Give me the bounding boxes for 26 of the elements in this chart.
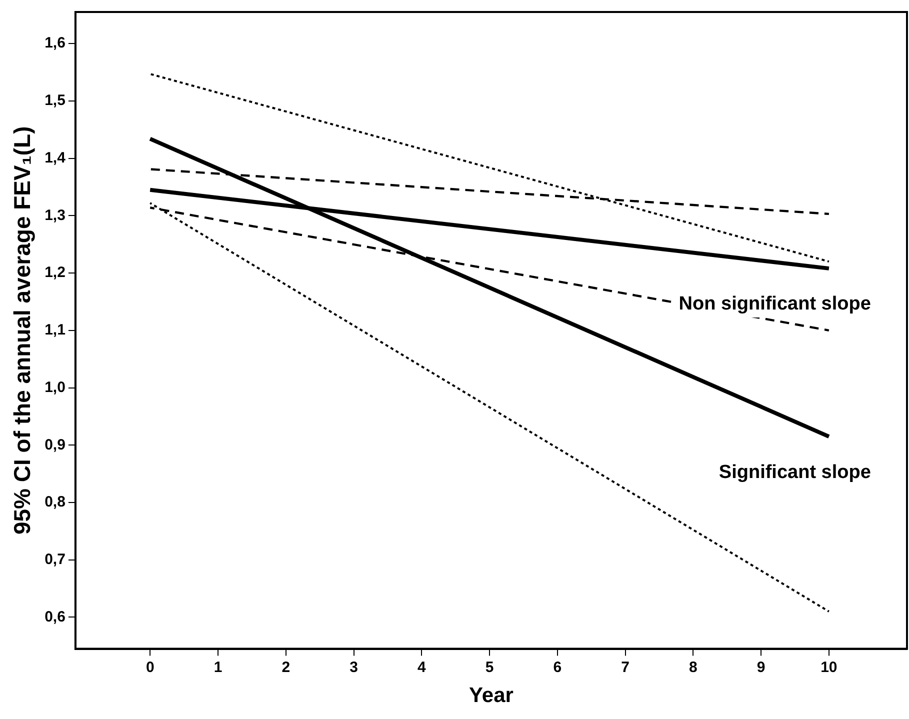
x-tick-label: 9 <box>756 658 766 676</box>
y-axis-title: 95% CI of the annual average FEV₁(L) <box>9 126 36 535</box>
y-tick-label: 1,3 <box>44 206 66 224</box>
y-tick-label: 1,1 <box>44 322 66 339</box>
text: Non significant slope <box>678 294 871 315</box>
y-tick-label: 1,2 <box>44 264 66 282</box>
x-tick-label: 2 <box>282 658 290 676</box>
y-tick-label: 0,9 <box>44 436 66 454</box>
y-tick-label: 0,7 <box>44 551 66 568</box>
x-tick-label: 6 <box>553 658 562 676</box>
y-tick-label: 1,5 <box>44 92 66 110</box>
x-tick-label: 0 <box>146 658 154 676</box>
x-tick-label: 4 <box>417 658 426 676</box>
x-tick-label: 7 <box>621 658 630 676</box>
y-tick-label: 1,0 <box>44 378 66 396</box>
y-tick-label: 0,8 <box>44 494 66 511</box>
x-tick-label: 1 <box>214 658 222 676</box>
x-tick-label: 3 <box>350 658 358 676</box>
x-tick-label: 5 <box>485 658 494 676</box>
y-tick-label: 1,6 <box>44 34 66 52</box>
x-axis-title: Year <box>469 684 514 708</box>
y-tick-label: 0,6 <box>44 608 66 626</box>
x-tick-label: 8 <box>689 658 698 676</box>
text: Significant slope <box>718 462 871 483</box>
x-tick-label: 10 <box>820 658 838 676</box>
y-tick-label: 1,4 <box>44 149 66 166</box>
